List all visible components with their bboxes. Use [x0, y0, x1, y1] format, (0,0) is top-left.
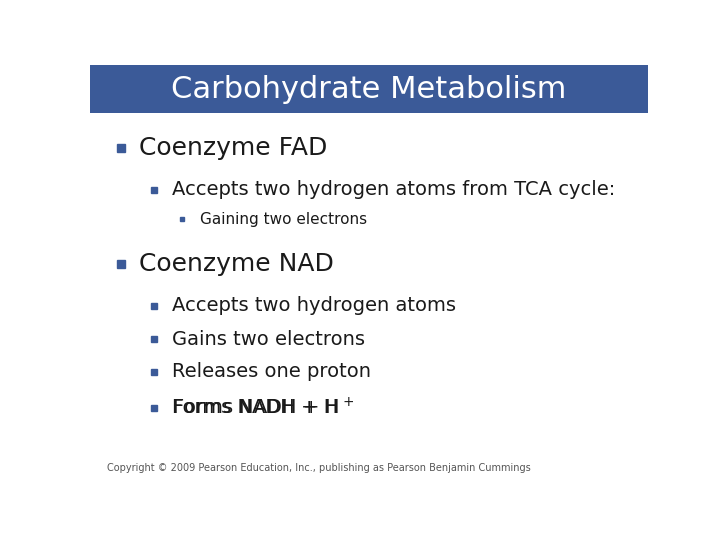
Text: Gains two electrons: Gains two electrons: [172, 330, 365, 349]
Text: Carbohydrate Metabolism: Carbohydrate Metabolism: [171, 75, 567, 104]
Text: Forms NADH + H$^+$: Forms NADH + H$^+$: [172, 397, 354, 418]
Text: Releases one proton: Releases one proton: [172, 362, 371, 381]
Text: Forms NADH + H: Forms NADH + H: [172, 399, 338, 417]
FancyBboxPatch shape: [90, 65, 648, 113]
Text: Accepts two hydrogen atoms: Accepts two hydrogen atoms: [172, 296, 456, 315]
Text: Copyright © 2009 Pearson Education, Inc., publishing as Pearson Benjamin Cumming: Copyright © 2009 Pearson Education, Inc.…: [107, 463, 531, 473]
Text: Accepts two hydrogen atoms from TCA cycle:: Accepts two hydrogen atoms from TCA cycl…: [172, 180, 616, 199]
Text: Gaining two electrons: Gaining two electrons: [200, 212, 367, 227]
Text: Coenzyme FAD: Coenzyme FAD: [138, 136, 327, 160]
Text: Coenzyme NAD: Coenzyme NAD: [138, 252, 333, 276]
